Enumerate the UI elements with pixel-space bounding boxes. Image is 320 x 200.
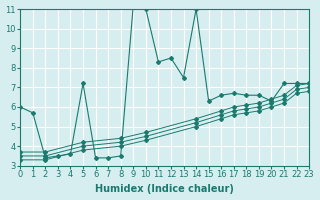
X-axis label: Humidex (Indice chaleur): Humidex (Indice chaleur) — [95, 184, 234, 194]
